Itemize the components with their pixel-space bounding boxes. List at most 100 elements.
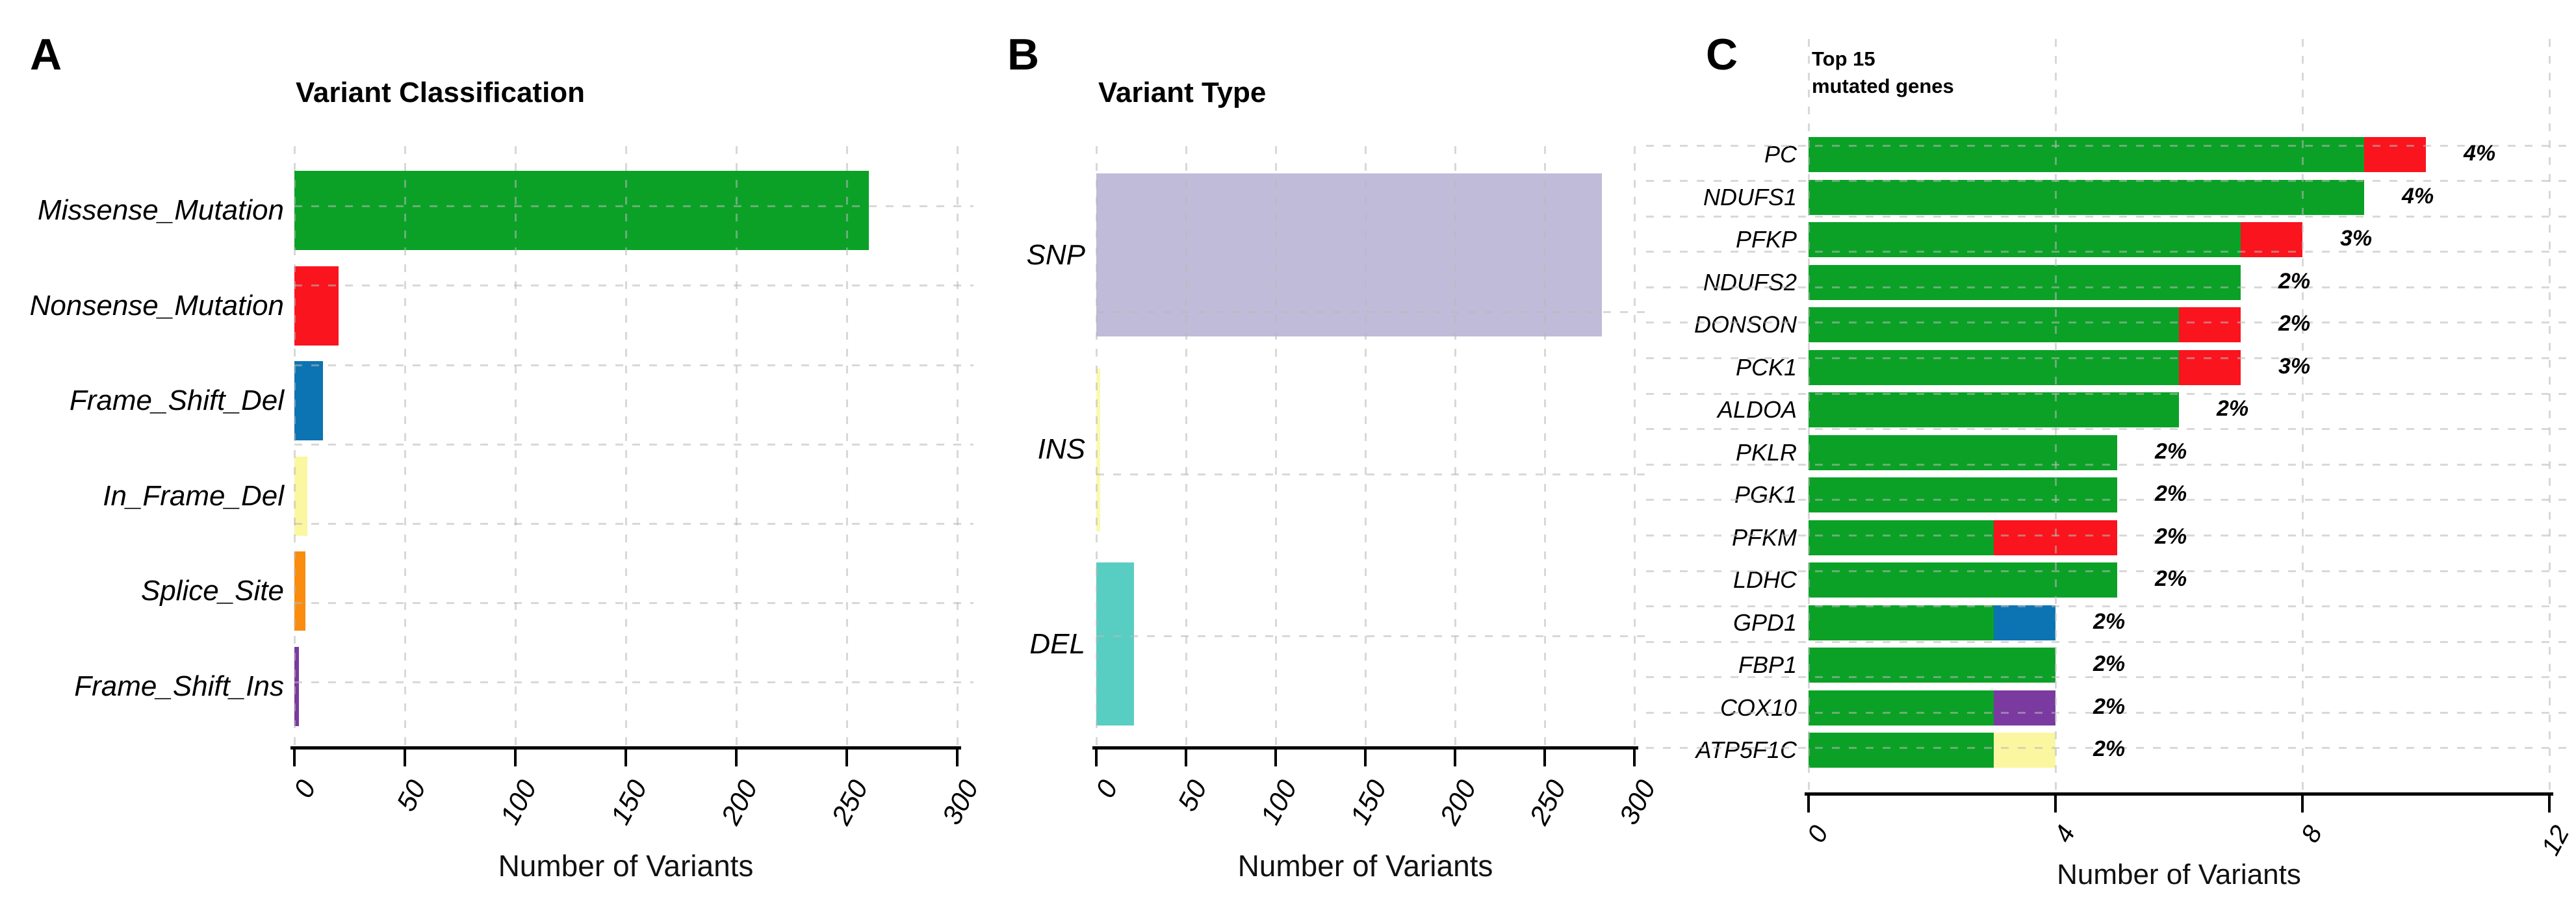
gridline-horizontal [1096,635,1651,638]
gridline-horizontal [1646,180,2569,183]
panel-letter-b: B [1007,30,1040,79]
gridline-horizontal [1646,534,2569,536]
bar-row-Missense_Mutation [294,171,957,250]
x-tick-label: 100 [494,775,543,829]
bar-segment-Missense_Mutation [1809,562,2117,598]
x-tick-mark [2548,796,2551,813]
gridline-horizontal [1646,640,2569,643]
bar-segment-Missense_Mutation [1809,520,1994,555]
bar-row-NDUFS2 [1809,264,2549,300]
bar-row-DEL [1096,562,1634,725]
percent-label-DONSON: 2% [2278,311,2311,336]
category-label-NDUFS2: NDUFS2 [1703,268,1797,296]
percent-label-PFKP: 3% [2339,226,2373,251]
gridline-vertical [625,146,627,746]
bar-segment-Missense_Mutation [294,171,869,250]
bar-segment-Missense_Mutation [1809,349,2179,385]
x-tick-mark [1185,750,1187,766]
gridline-vertical [956,146,959,746]
x-tick-mark [293,750,296,766]
x-tick-label: 0 [1801,821,1834,848]
x-tick-label: 250 [825,775,874,829]
bar-segment-Nonsense_Mutation [2179,307,2241,342]
gridline-horizontal [1646,322,2569,324]
panel-letter-c: C [1706,30,1738,79]
gridline-horizontal [294,284,973,287]
bar-segment-Splice_Site [294,551,305,631]
category-label-PFKP: PFKP [1735,226,1797,253]
gridline-horizontal [1646,392,2569,395]
chart-title-variant-classification: Variant Classification [296,77,586,108]
gridline-horizontal [1646,251,2569,253]
bar-segment-Frame_Shift_Ins [294,647,299,726]
x-tick-label: 50 [391,775,432,816]
category-label-ATP5F1C: ATP5F1C [1695,737,1797,763]
x-axis-line [1805,792,2553,796]
bar-row-ATP5F1C [1809,733,2549,768]
x-tick-label: 0 [1089,775,1124,803]
x-tick-mark [1095,750,1098,766]
bar-segment-Missense_Mutation [1809,605,1994,640]
gridline-horizontal [294,443,973,446]
x-tick-mark [1807,796,1810,813]
gridline-horizontal [294,681,973,684]
gridline-vertical [845,146,848,746]
x-axis-title-variant-classification: Number of Variants [498,849,754,883]
gridline-horizontal [1096,311,1651,314]
percent-label-NDUFS2: 2% [2278,268,2311,294]
bar-segment-Frame_Shift_Del [294,361,324,441]
bar-row-Frame_Shift_Ins [294,647,957,726]
x-axis-title-variant-type: Number of Variants [1237,849,1493,883]
x-tick-mark [1543,750,1546,766]
bar-row-COX10 [1809,690,2549,725]
bar-segment-Missense_Mutation [1809,137,2364,172]
x-axis-title-top-mutated-genes: Number of Variants [2057,859,2301,890]
percent-label-PFKM: 2% [2155,523,2187,549]
bar-row-DONSON [1809,307,2549,342]
gridline-horizontal [1646,711,2569,714]
category-label-SNP: SNP [1026,238,1085,271]
category-label-PFKM: PFKM [1731,523,1797,551]
bar-segment-Nonsense_Mutation [294,266,339,346]
x-tick-mark [514,750,517,766]
gridline-vertical [1633,146,1636,746]
bar-segment-In_Frame_Del [1994,733,2055,768]
percent-label-PGK1: 2% [2155,481,2187,506]
bar-row-Frame_Shift_Del [294,361,957,441]
chart-title-top-mutated-genes: Top 15 mutated genes [1812,47,1954,97]
bar-segment-Missense_Mutation [1809,264,2241,300]
gridline-horizontal [1646,463,2569,466]
gridline-horizontal [1096,473,1651,475]
x-tick-label: 150 [1344,775,1393,829]
bar-segment-INS [1096,368,1100,531]
gridline-vertical [1185,146,1187,746]
percent-label-ATP5F1C: 2% [2093,737,2126,761]
x-tick-label: 200 [715,775,764,829]
gridline-vertical [1274,146,1277,746]
gridline-vertical [404,146,406,746]
category-label-LDHC: LDHC [1732,566,1797,593]
gridline-horizontal [1646,570,2569,572]
x-tick-label: 4 [2048,821,2081,848]
category-label-PC: PC [1764,141,1797,168]
plot-area-variant-classification [293,146,973,746]
x-tick-label: 0 [287,775,322,803]
x-tick-mark [845,750,848,766]
gridline-horizontal [1646,605,2569,608]
x-tick-label: 50 [1172,775,1213,816]
category-label-PGK1: PGK1 [1734,481,1797,508]
bar-segment-Frame_Shift_Del [1994,605,2055,640]
percent-label-ALDOA: 2% [2217,396,2249,421]
x-tick-label: 200 [1434,775,1482,829]
category-label-Nonsense_Mutation: Nonsense_Mutation [29,289,284,322]
plot-area-top-mutated-genes: 4% 4% 3% 2% 2% 3% 2% 2% 2% 2% 2% 2% 2% 2% 2% [1646,39,2569,792]
gridline-horizontal [1646,676,2569,679]
percent-label-PC: 4% [2464,141,2496,166]
x-axis-line [290,746,961,750]
x-tick-mark [1454,750,1456,766]
chart-title-variant-type: Variant Type [1098,77,1267,108]
category-label-Missense_Mutation: Missense_Mutation [37,194,284,226]
x-tick-label: 250 [1523,775,1572,829]
bar-segment-Nonsense_Mutation [2364,137,2426,172]
bar-row-ALDOA [1809,392,2549,427]
